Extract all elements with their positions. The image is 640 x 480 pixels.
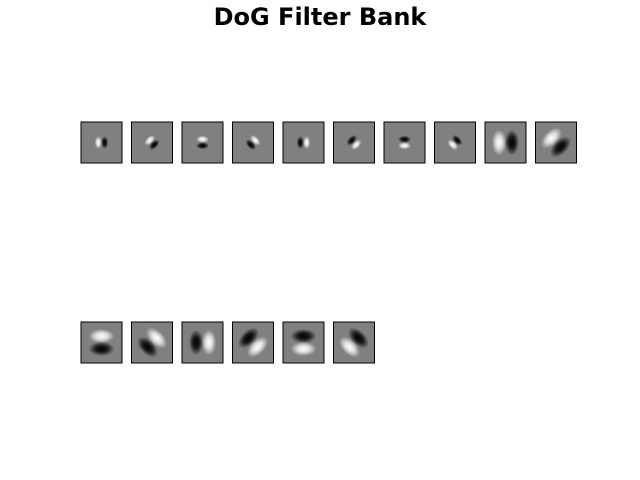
filter-lobe-left xyxy=(296,136,304,149)
filter-lobe-left xyxy=(348,327,370,349)
filter-border xyxy=(333,121,375,164)
filter-6 xyxy=(333,121,375,164)
filter-lobe-left xyxy=(188,329,204,356)
filter-14 xyxy=(232,321,274,364)
filter-lobe-left xyxy=(346,134,357,146)
filter-lobe-left xyxy=(290,328,317,344)
filter-lobe-left xyxy=(88,328,115,344)
filter-row-2 xyxy=(80,321,375,364)
filter-16 xyxy=(333,321,375,364)
filter-lobe-left xyxy=(144,134,155,146)
filter-border xyxy=(282,121,325,164)
filter-border xyxy=(80,121,123,164)
filter-lobe-left xyxy=(250,134,261,146)
filter-8 xyxy=(434,121,476,164)
filter-lobe-right xyxy=(504,129,520,156)
filter-border xyxy=(181,321,224,364)
filter-lobe-right xyxy=(101,136,109,149)
filter-lobe-right xyxy=(201,329,217,356)
filter-lobe-right xyxy=(398,142,411,150)
filter-lobe-right xyxy=(149,139,160,151)
filter-2 xyxy=(131,121,173,164)
filter-border xyxy=(131,121,173,164)
filter-lobe-left xyxy=(452,134,463,146)
filter-lobe-right xyxy=(338,336,360,358)
filter-border xyxy=(383,121,426,164)
filter-border xyxy=(535,121,577,164)
filter-5 xyxy=(282,121,325,164)
filter-9 xyxy=(484,121,527,164)
filter-border xyxy=(80,321,123,364)
filter-lobe-right xyxy=(196,142,209,150)
filter-lobe-left xyxy=(94,136,102,149)
filter-border xyxy=(333,321,375,364)
filter-lobe-left xyxy=(237,327,259,349)
filter-lobe-right xyxy=(136,336,158,358)
filter-10 xyxy=(535,121,577,164)
filter-lobe-right xyxy=(447,139,458,151)
filter-lobe-left xyxy=(196,135,209,143)
filter-13 xyxy=(181,321,224,364)
filter-lobe-right xyxy=(247,336,269,358)
filter-border xyxy=(282,321,325,364)
filter-3 xyxy=(181,121,224,164)
filter-border xyxy=(232,121,274,164)
filter-7 xyxy=(383,121,426,164)
filter-border xyxy=(181,121,224,164)
filter-lobe-right xyxy=(290,341,317,357)
filter-lobe-left xyxy=(540,127,562,149)
filter-lobe-right xyxy=(245,139,256,151)
filter-lobe-right xyxy=(550,136,572,158)
filter-12 xyxy=(131,321,173,364)
filter-lobe-left xyxy=(491,129,507,156)
filter-11 xyxy=(80,321,123,364)
filter-15 xyxy=(282,321,325,364)
filter-1 xyxy=(80,121,123,164)
filter-border xyxy=(484,121,527,164)
filter-lobe-right xyxy=(303,136,311,149)
filter-lobe-left xyxy=(398,135,411,143)
filter-lobe-right xyxy=(88,341,115,357)
filter-border xyxy=(434,121,476,164)
filter-lobe-left xyxy=(146,327,168,349)
filter-4 xyxy=(232,121,274,164)
filter-border xyxy=(232,321,274,364)
filter-border xyxy=(131,321,173,364)
filter-row-1 xyxy=(80,121,577,164)
page-title: DoG Filter Bank xyxy=(213,3,427,31)
filter-lobe-right xyxy=(351,139,362,151)
